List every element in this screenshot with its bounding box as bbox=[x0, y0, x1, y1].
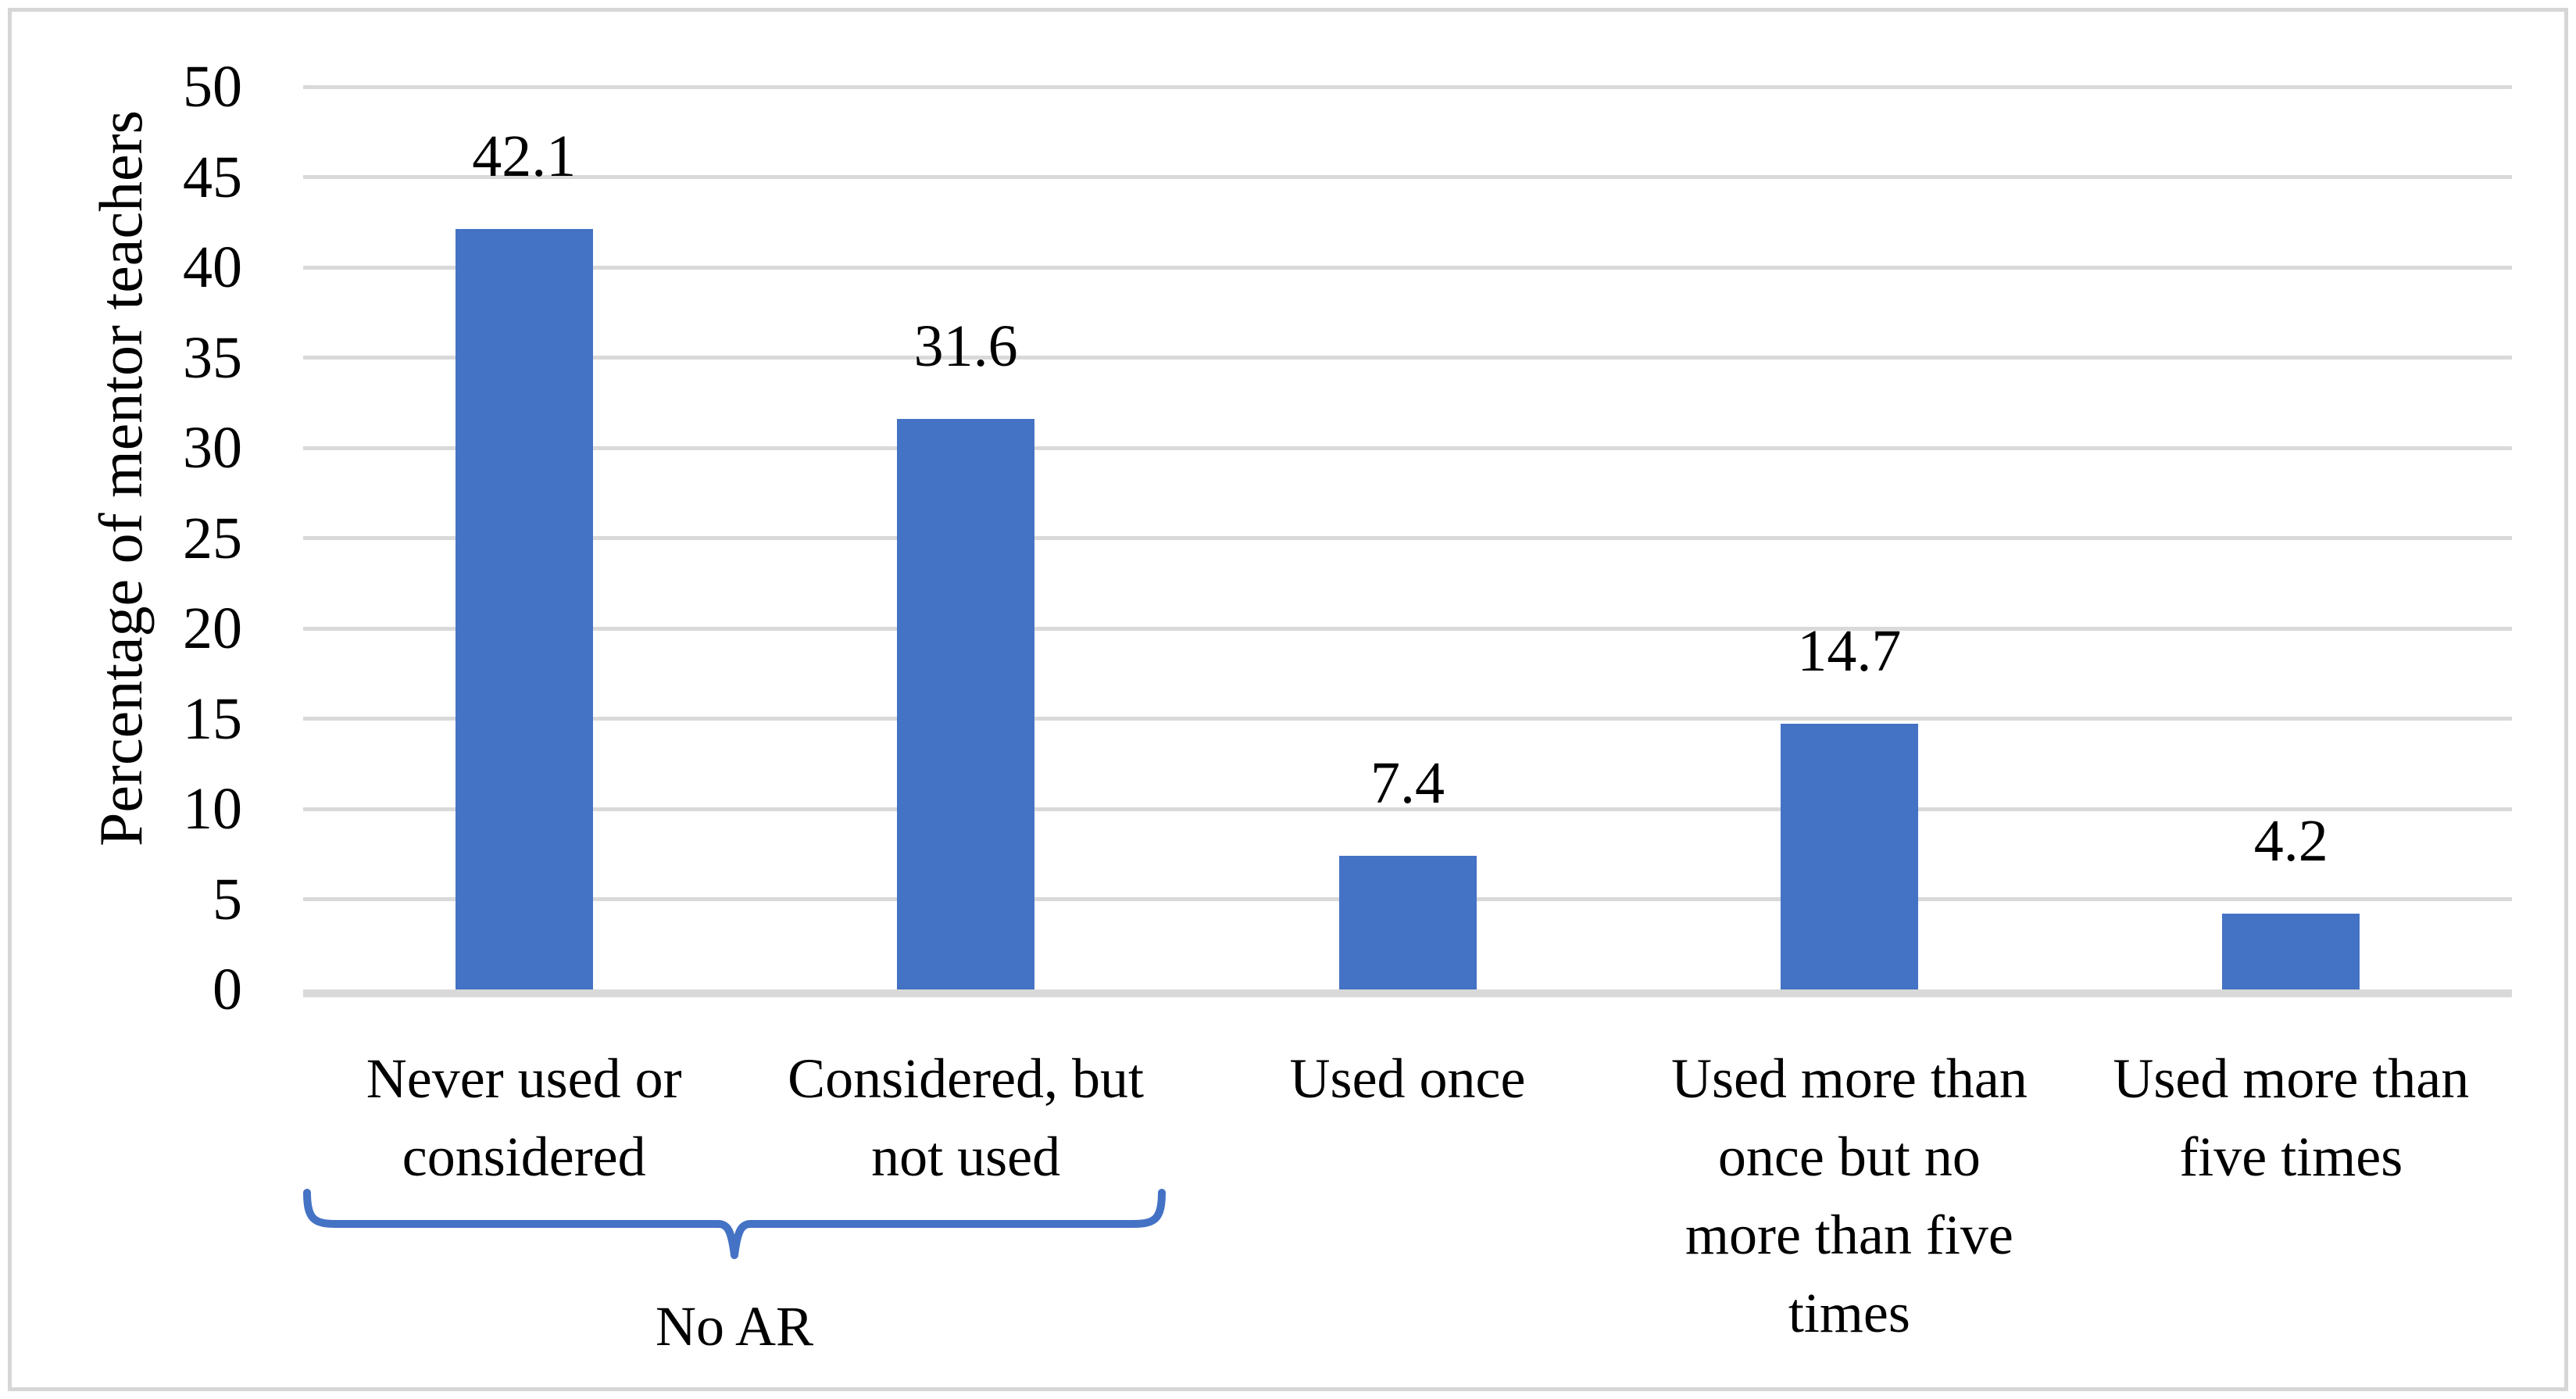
curly-brace-icon bbox=[303, 1189, 1166, 1259]
bar-value-label-2: 7.4 bbox=[1370, 750, 1445, 817]
category-label-4: Used more than five times bbox=[2113, 1047, 2470, 1188]
y-tick-label-0: 0 bbox=[213, 957, 242, 1022]
y-tick-label-5: 5 bbox=[213, 866, 242, 932]
no-ar-group-brace bbox=[303, 1189, 1166, 1259]
bar-2 bbox=[1338, 856, 1477, 989]
bar-value-label-3: 14.7 bbox=[1797, 618, 1902, 685]
y-tick-label-25: 25 bbox=[183, 505, 242, 571]
bar-value-label-4: 4.2 bbox=[2253, 807, 2328, 874]
y-tick-label-40: 40 bbox=[183, 234, 242, 300]
bar-3 bbox=[1780, 724, 1918, 989]
y-tick-label-15: 15 bbox=[183, 685, 242, 752]
y-tick-label-45: 45 bbox=[183, 144, 242, 210]
gridline-10 bbox=[303, 807, 2512, 811]
bar-0 bbox=[455, 229, 593, 989]
gridline-45 bbox=[303, 175, 2512, 179]
gridline-30 bbox=[303, 445, 2512, 450]
y-tick-label-35: 35 bbox=[183, 324, 242, 391]
gridline-20 bbox=[303, 626, 2512, 631]
y-tick-label-10: 10 bbox=[183, 776, 242, 842]
gridline-40 bbox=[303, 265, 2512, 270]
category-label-0: Never used or considered bbox=[366, 1047, 682, 1188]
category-label-3: Used more than once but no more than fiv… bbox=[1670, 1047, 2028, 1344]
bar-value-label-0: 42.1 bbox=[472, 123, 577, 190]
no-ar-group-label: No AR bbox=[655, 1295, 814, 1358]
bar-4 bbox=[2222, 913, 2360, 989]
gridline-25 bbox=[303, 536, 2512, 540]
gridline-35 bbox=[303, 356, 2512, 360]
y-tick-label-50: 50 bbox=[183, 54, 242, 120]
category-label-1: Considered, but not used bbox=[788, 1047, 1145, 1188]
bar-value-label-1: 31.6 bbox=[913, 313, 1018, 380]
gridline-15 bbox=[303, 717, 2512, 721]
x-axis-line bbox=[303, 989, 2512, 997]
y-tick-label-30: 30 bbox=[183, 415, 242, 481]
gridline-50 bbox=[303, 84, 2512, 89]
y-tick-label-20: 20 bbox=[183, 596, 242, 661]
bar-1 bbox=[897, 419, 1035, 989]
category-label-2: Used once bbox=[1289, 1047, 1526, 1110]
